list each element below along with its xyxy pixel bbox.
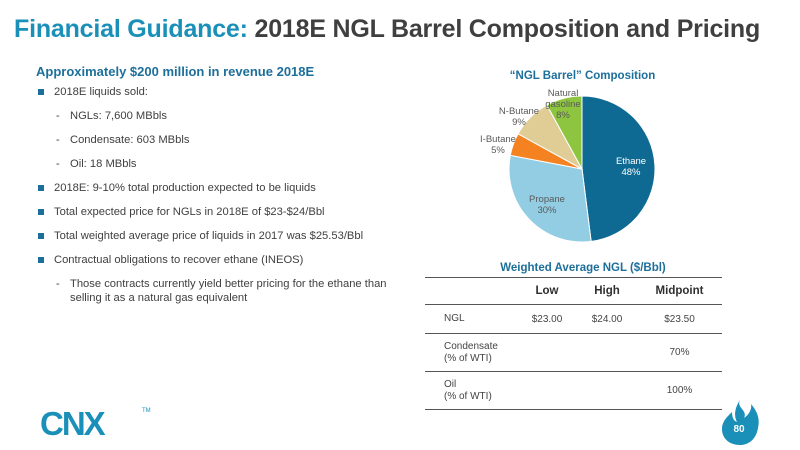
bullet-text: 2018E liquids sold: [54,86,148,98]
header-empty [425,277,517,305]
section-subtitle: Approximately $200 million in revenue 20… [36,64,315,79]
sub-bullet-item: - Those contracts currently yield better … [38,277,388,311]
bullet-item: 2018E liquids sold: [38,85,388,109]
table-row: Oil (% of WTI) 100% [425,371,722,410]
table-title: Weighted Average NGL ($/Bbl) [500,262,666,274]
row-label-oil-line1: Oil [444,378,457,390]
label-ethane-pct: 48% [621,167,641,178]
table-header-row: Low High Midpoint [425,277,722,305]
label-ethane: Ethane 48% [600,156,662,178]
dash-icon: - [56,158,60,170]
cell-ngl-mid: $23.50 [637,304,722,334]
sub-bullet-item: - Condensate: 603 MBbls [38,133,388,157]
label-ibutane: I-Butane 5% [472,134,524,156]
label-natgas-pct: 8% [556,110,570,121]
bullet-text: Total expected price for NGLs in 2018E o… [54,206,325,218]
page-title: Financial Guidance: 2018E NGL Barrel Com… [14,15,760,44]
square-bullet-icon [38,89,44,95]
bullet-item: Contractual obligations to recover ethan… [38,253,388,277]
label-natgas-name2: gasoline [545,99,581,110]
sub-bullet-text: Condensate: 603 MBbls [70,134,190,146]
sub-bullet-item: - NGLs: 7,600 MBbls [38,109,388,133]
label-propane-name: Propane [529,194,565,205]
sub-bullet-text: NGLs: 7,600 MBbls [70,110,168,122]
cell-ngl-high: $24.00 [577,304,637,334]
row-label-oil: Oil (% of WTI) [425,371,517,410]
trademark-mark: TM [142,408,151,414]
row-label-ngl: NGL [425,304,517,334]
table-row: NGL $23.00 $24.00 $23.50 [425,304,722,334]
square-bullet-icon [38,209,44,215]
label-nbutane: N-Butane 9% [490,106,548,128]
row-label-condensate-line2: (% of WTI) [444,352,492,364]
cnx-logo: CNX [40,405,106,442]
row-label-condensate: Condensate (% of WTI) [425,333,517,372]
header-high: High [577,277,637,305]
label-ethane-name: Ethane [615,156,647,167]
label-nbutane-name: N-Butane [498,106,540,117]
bullet-text: 2018E: 9-10% total production expected t… [54,182,316,194]
label-natural-gasoline: Natural gasoline 8% [535,88,591,121]
cell-condensate-low [517,333,577,372]
square-bullet-icon [38,185,44,191]
page-title-accent: Financial Guidance: [14,15,248,43]
pie-slice-natural-gasoline [546,95,583,170]
dash-icon: - [56,134,60,146]
pie-slice-ethane [581,95,656,242]
dash-icon: - [56,278,60,290]
square-bullet-icon [38,233,44,239]
label-nbutane-pct: 9% [512,117,526,128]
cell-condensate-high [577,333,637,372]
label-ibutane-name: I-Butane [480,134,516,145]
bullet-item: 2018E: 9-10% total production expected t… [38,181,388,205]
pie-slice-propane [508,154,592,243]
sub-bullet-text: Those contracts currently yield better p… [70,278,387,304]
row-label-oil-line2: (% of WTI) [444,390,492,402]
sub-bullet-text: Oil: 18 MBbls [70,158,137,170]
cell-oil-mid: 100% [637,371,722,410]
page-title-rest: 2018E NGL Barrel Composition and Pricing [254,15,761,43]
pricing-table: Low High Midpoint NGL $23.00 $24.00 $23.… [425,277,722,410]
sub-bullet-item: - Oil: 18 MBbls [38,157,388,181]
bullet-item: Total weighted average price of liquids … [38,229,388,253]
dash-icon: - [56,110,60,122]
label-ibutane-pct: 5% [491,145,505,156]
bullet-list: 2018E liquids sold: - NGLs: 7,600 MBbls -… [38,85,388,311]
label-propane: Propane 30% [517,194,577,216]
row-label-condensate-line1: Condensate [444,340,498,352]
bullet-text: Contractual obligations to recover ethan… [54,254,304,266]
cell-condensate-mid: 70% [637,333,722,372]
header-low: Low [517,277,577,305]
label-natgas-name1: Natural [547,88,579,99]
cell-oil-high [577,371,637,410]
flame-icon [722,400,759,445]
bullet-item: Total expected price for NGLs in 2018E o… [38,205,388,229]
cell-oil-low [517,371,577,410]
table-row: Condensate (% of WTI) 70% [425,333,722,372]
square-bullet-icon [38,257,44,263]
chart-title: “NGL Barrel” Composition [509,70,656,82]
label-propane-pct: 30% [537,205,557,216]
bullet-text: Total weighted average price of liquids … [54,230,364,242]
cell-ngl-low: $23.00 [517,304,577,334]
page-number: 80 [733,424,745,435]
header-midpoint: Midpoint [637,277,722,305]
